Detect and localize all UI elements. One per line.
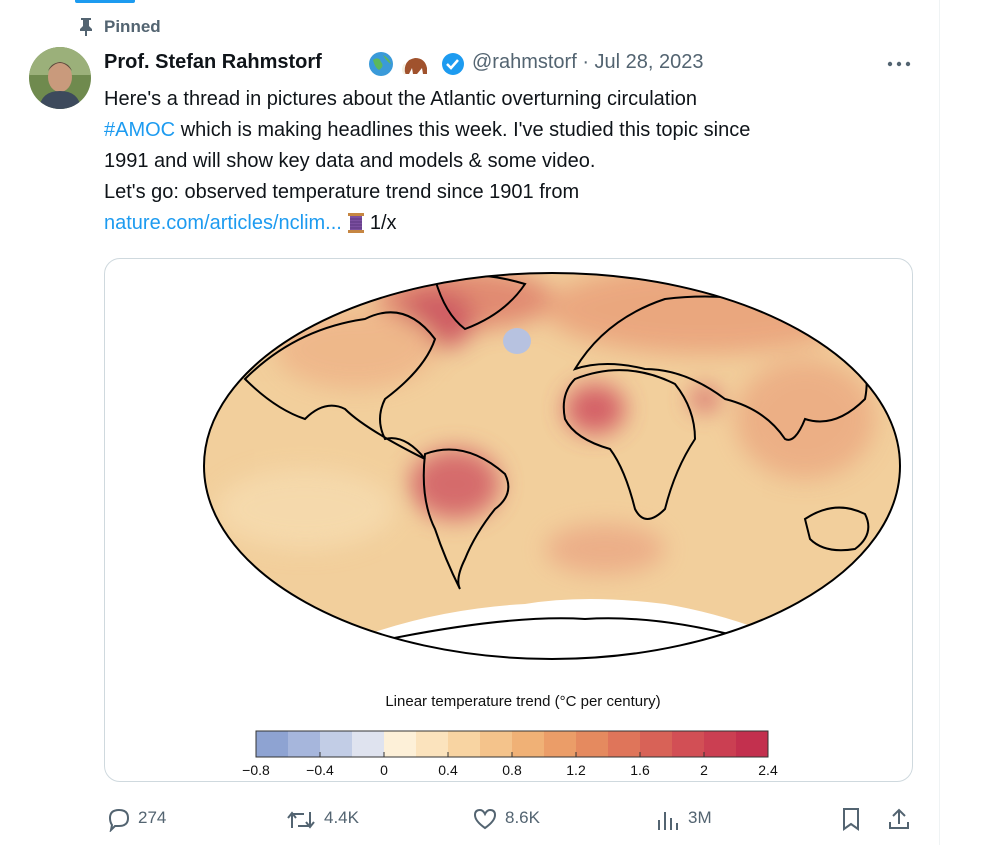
post-text: which is making headlines this week. I'v… (180, 119, 751, 141)
colorbar-segment (512, 731, 545, 757)
author-meta: @rahmstorf · Jul 28, 2023 (472, 51, 704, 73)
colorbar-segment (256, 731, 289, 757)
colorbar-tick-label: −0.4 (306, 762, 334, 778)
colorbar-title: Linear temperature trend (°C per century… (385, 693, 660, 710)
colorbar-segment (288, 731, 321, 757)
colorbar-tick-label: 0 (380, 762, 388, 778)
reply-count[interactable]: 274 (138, 808, 167, 827)
author-name[interactable]: Prof. Stefan Rahmstorf (104, 51, 322, 73)
share-icon[interactable] (886, 806, 912, 832)
repost-count[interactable]: 4.4K (324, 808, 359, 827)
colorbar-segment (544, 731, 577, 757)
views-count[interactable]: 3M (688, 808, 712, 827)
colorbar-segment (480, 731, 513, 757)
colorbar-segment (640, 731, 673, 757)
colorbar-tick-label: −0.8 (242, 762, 270, 778)
media-card[interactable]: Linear temperature trend (°C per century… (104, 258, 913, 782)
author-handle[interactable]: @rahmstorf (472, 51, 577, 73)
post-text: Here's a thread in pictures about the At… (104, 88, 698, 110)
post-date[interactable]: Jul 28, 2023 (594, 51, 704, 73)
text-line: Let's go: observed temperature trend sin… (104, 180, 579, 204)
hashtag[interactable]: #AMOC (104, 119, 176, 141)
colorbar-segment (416, 731, 449, 757)
colorbar-segment (384, 731, 417, 757)
map-figure: Linear temperature trend (°C per century… (203, 272, 901, 778)
pinned-label: Pinned (104, 17, 161, 36)
like-icon[interactable] (472, 807, 498, 831)
views-icon[interactable] (655, 808, 681, 832)
colorbar-segment (576, 731, 609, 757)
name-badges (369, 52, 464, 76)
more-menu[interactable] (886, 60, 912, 68)
repost-icon[interactable] (286, 808, 316, 832)
colorbar-tick-label: 2.4 (758, 762, 778, 778)
post-text: 1991 and will show key data and models &… (104, 150, 596, 172)
colorbar-tick-label: 1.6 (630, 762, 650, 778)
colorbar-segment (352, 731, 385, 757)
colorbar-tick-label: 2 (700, 762, 708, 778)
link[interactable]: nature.com/articles/nclim... (104, 212, 342, 234)
colorbar-segment (672, 731, 705, 757)
colorbar-segment (320, 731, 353, 757)
colorbar-tick-label: 1.2 (566, 762, 586, 778)
colorbar-tick-label: 0.8 (502, 762, 522, 778)
post-text: Let's go: observed temperature trend sin… (104, 181, 580, 203)
colorbar-segment (608, 731, 641, 757)
reply-icon[interactable] (106, 806, 132, 832)
thread-emoji (347, 213, 364, 233)
text-line: Here's a thread in pictures about the At… (104, 87, 697, 111)
colorbar-segment (704, 731, 737, 757)
text-line: 1991 and will show key data and models &… (104, 149, 595, 173)
text-line: nature.com/articles/nclim... 1/x (104, 211, 397, 235)
bookmark-icon[interactable] (840, 806, 862, 832)
avatar[interactable] (29, 47, 91, 109)
tweet-container (939, 0, 940, 845)
colorbar: −0.8 −0.4 0 0.4 0.8 1.2 1.6 2 2.4 (242, 730, 778, 778)
colorbar-tick-label: 0.4 (438, 762, 458, 778)
colorbar-segment (448, 731, 481, 757)
tab-indicator (75, 0, 135, 3)
colorbar-segment (736, 731, 769, 757)
text-line: #AMOC which is making headlines this wee… (104, 118, 750, 142)
thread-count: 1/x (369, 212, 397, 234)
pin-icon (80, 18, 92, 36)
like-count[interactable]: 8.6K (505, 808, 540, 827)
